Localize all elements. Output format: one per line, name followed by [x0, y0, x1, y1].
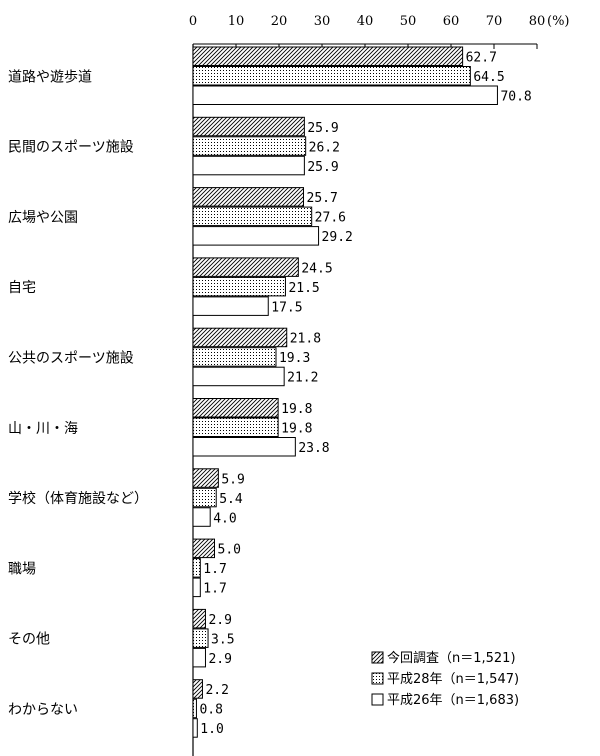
- x-tick-label: 10: [228, 14, 245, 29]
- value-label: 25.9: [307, 160, 338, 175]
- value-label: 17.5: [271, 300, 302, 315]
- bar-1: [192, 327, 288, 348]
- value-label: 1.0: [200, 722, 223, 737]
- bar-1: [192, 187, 305, 207]
- bar-3: [192, 155, 305, 176]
- legend: 今回調査（n＝1,521) 平成28年（n＝1,547) 平成26年（n＝1,683…: [371, 650, 519, 708]
- bar-1: [192, 398, 279, 418]
- bar-3: [192, 718, 198, 738]
- legend-label: 今回調査（n＝1,521): [387, 650, 516, 666]
- value-label: 64.5: [473, 70, 504, 85]
- bar-2: [192, 206, 313, 227]
- axis-unit-label: (%): [547, 14, 570, 29]
- category-label: その他: [8, 632, 50, 648]
- value-label: 19.3: [279, 351, 310, 366]
- category-label: 公共のスポーツ施設: [8, 350, 134, 366]
- value-label: 4.0: [213, 511, 236, 526]
- value-label: 21.8: [290, 332, 321, 347]
- value-label: 21.2: [287, 371, 318, 386]
- legend-swatch: [371, 693, 384, 706]
- value-label: 26.2: [309, 140, 340, 155]
- x-tick-label: 20: [271, 14, 288, 29]
- value-label: 25.7: [307, 191, 338, 206]
- value-label: 3.5: [211, 632, 234, 647]
- value-label: 24.5: [301, 261, 332, 276]
- bar-2: [192, 628, 209, 648]
- bar-3: [192, 647, 206, 668]
- x-tick-label: 60: [443, 14, 460, 29]
- category-label: 自宅: [8, 280, 36, 296]
- bar-3: [192, 507, 211, 527]
- value-label: 1.7: [203, 562, 226, 577]
- bar-1: [192, 116, 305, 137]
- bar-2: [192, 698, 197, 719]
- bar-1: [192, 538, 215, 559]
- legend-label: 平成26年（n＝1,683): [387, 693, 519, 708]
- bar-3: [192, 296, 269, 316]
- category-label: 民間のスポーツ施設: [8, 140, 134, 156]
- value-label: 5.0: [218, 543, 241, 558]
- legend-swatch: [371, 651, 384, 664]
- x-axis: 0 10 20 30 40 50 60 70 80: [189, 14, 545, 756]
- bar-3: [192, 437, 296, 457]
- value-label: 25.9: [307, 121, 338, 136]
- x-tick-label: 70: [486, 14, 503, 29]
- value-label: 21.5: [288, 281, 319, 296]
- category-labels: 道路や遊歩道民間のスポーツ施設広場や公園自宅公共のスポーツ施設山・川・海学校（体…: [8, 69, 148, 718]
- category-label: 職場: [8, 561, 36, 577]
- bar-3: [192, 226, 320, 246]
- bar-2: [192, 417, 279, 437]
- x-tick-label: 50: [400, 14, 417, 29]
- value-label: 0.8: [199, 703, 222, 718]
- bar-2: [192, 558, 201, 578]
- category-label: わからない: [8, 702, 78, 718]
- bar-1: [192, 608, 206, 629]
- legend-swatch: [371, 672, 384, 685]
- bar-2: [192, 487, 217, 508]
- value-label: 2.9: [208, 613, 231, 628]
- x-tick-label: 80: [529, 14, 546, 29]
- category-label: 山・川・海: [8, 421, 78, 437]
- value-label: 2.9: [208, 652, 231, 667]
- bar-2: [192, 347, 277, 367]
- value-label: 70.8: [500, 90, 531, 105]
- x-tick-label: 40: [357, 14, 374, 29]
- x-tick-label: 0: [189, 14, 197, 29]
- bar-3: [192, 366, 285, 387]
- value-label: 23.8: [298, 441, 329, 456]
- bar-1: [192, 679, 203, 699]
- category-label: 学校（体育施設など）: [8, 490, 148, 507]
- bar-2: [192, 276, 286, 297]
- value-label: 5.9: [221, 472, 244, 487]
- bars: [192, 46, 498, 738]
- x-tick-label: 30: [314, 14, 331, 29]
- bar-2: [192, 136, 307, 156]
- bar-1: [192, 468, 219, 488]
- category-label: 広場や公園: [8, 210, 78, 226]
- value-label: 29.2: [322, 230, 353, 245]
- value-label: 19.8: [281, 422, 312, 437]
- bar-1: [192, 257, 299, 277]
- bar-3: [192, 577, 201, 598]
- bar-2: [192, 66, 471, 86]
- value-label: 62.7: [466, 51, 497, 66]
- legend-label: 平成28年（n＝1,547): [387, 672, 519, 687]
- value-label: 5.4: [219, 492, 243, 507]
- value-label: 27.6: [315, 211, 346, 226]
- value-label: 19.8: [281, 402, 312, 417]
- category-label: 道路や遊歩道: [8, 69, 92, 85]
- value-labels: 62.7 64.5 70.8 25.9 26.2 25.9 25.7 27.6 29.2 24.5…: [199, 51, 531, 738]
- bar-1: [192, 46, 464, 66]
- value-label: 1.7: [203, 582, 226, 597]
- value-label: 2.2: [205, 683, 228, 698]
- bar-3: [192, 85, 498, 105]
